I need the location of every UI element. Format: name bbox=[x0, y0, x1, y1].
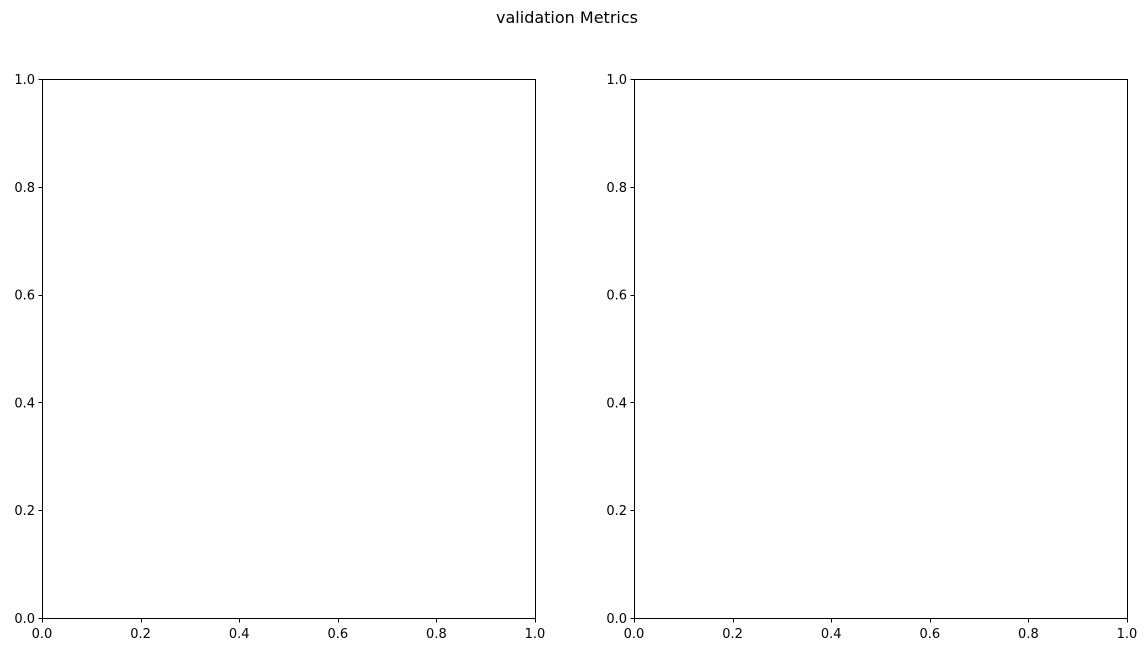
left-x-tick-label: 0.0 bbox=[32, 627, 53, 642]
left-plot-area bbox=[42, 79, 536, 619]
left-y-tick-label: 1.0 bbox=[14, 73, 35, 88]
right-y-tick-label: 0.2 bbox=[606, 504, 627, 519]
right-axes: 0.0 0.2 0.4 0.6 0.8 1.0 0.0 0.2 0.4 0.6 0.8 1.0 bbox=[606, 73, 1137, 642]
left-x-tick-label: 0.8 bbox=[426, 627, 447, 642]
right-y-tick-label: 0.8 bbox=[606, 181, 627, 196]
left-y-tick-label: 0.6 bbox=[14, 289, 35, 304]
left-x-tick-label: 0.4 bbox=[229, 627, 250, 642]
right-x-tick-label: 0.6 bbox=[919, 627, 940, 642]
right-plot-area bbox=[634, 79, 1128, 619]
right-y-tick-label: 0.4 bbox=[606, 396, 627, 411]
left-axes: 0.0 0.2 0.4 0.6 0.8 1.0 0.0 0.2 0.4 0.6 0.8 1.0 bbox=[14, 73, 545, 642]
right-x-tick-label: 0.4 bbox=[821, 627, 842, 642]
left-x-tick-label: 1.0 bbox=[525, 627, 546, 642]
right-x-tick-label: 0.8 bbox=[1018, 627, 1039, 642]
right-x-tick-label: 0.0 bbox=[624, 627, 645, 642]
left-y-tick-label: 0.4 bbox=[14, 396, 35, 411]
right-y-tick-label: 0.6 bbox=[606, 289, 627, 304]
left-x-tick-label: 0.2 bbox=[130, 627, 151, 642]
figure-title: validation Metrics bbox=[496, 8, 638, 27]
right-x-tick-label: 1.0 bbox=[1117, 627, 1138, 642]
right-x-tick-label: 0.2 bbox=[722, 627, 743, 642]
left-y-tick-label: 0.0 bbox=[14, 612, 35, 627]
left-y-tick-label: 0.8 bbox=[14, 181, 35, 196]
right-y-tick-label: 1.0 bbox=[606, 73, 627, 88]
right-y-tick-label: 0.0 bbox=[606, 612, 627, 627]
left-y-tick-label: 0.2 bbox=[14, 504, 35, 519]
left-x-tick-label: 0.6 bbox=[327, 627, 348, 642]
